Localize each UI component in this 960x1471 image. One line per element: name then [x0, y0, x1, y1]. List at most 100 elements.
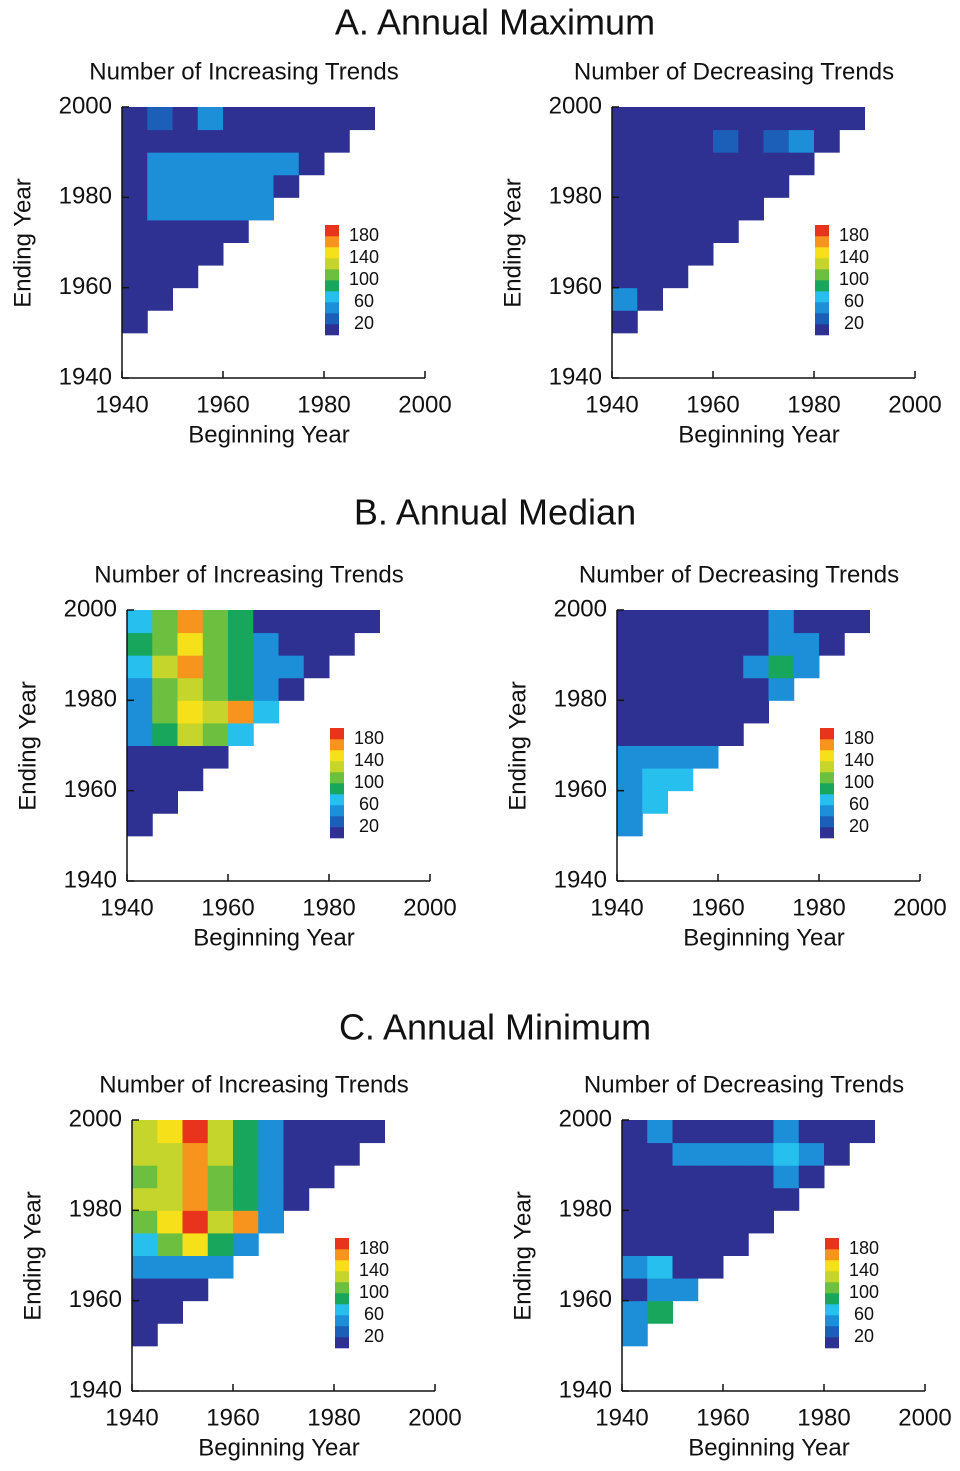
heat-cell: [748, 1120, 774, 1144]
heat-cell: [258, 1142, 284, 1166]
colorbar-swatch: [330, 750, 344, 762]
heat-cell: [157, 1165, 183, 1189]
heat-cell: [798, 1142, 825, 1166]
chart-title: Number of Decreasing Trends: [579, 561, 899, 588]
heat-cell: [122, 174, 148, 198]
heat-cell: [127, 790, 153, 814]
heat-cell: [738, 107, 764, 131]
colorbar-swatch: [815, 280, 829, 292]
colorbar-label: 180: [844, 728, 874, 748]
y-tick-label: 1960: [549, 273, 602, 300]
x-tick-label: 1980: [302, 894, 355, 921]
heat-cell: [637, 197, 663, 221]
heat-cell: [182, 1187, 209, 1211]
heat-cell: [687, 242, 714, 266]
heat-cell: [122, 107, 148, 131]
colorbar-swatch: [325, 236, 339, 248]
colorbar-label: 140: [359, 1260, 389, 1280]
heat-cell: [617, 677, 643, 701]
heat-cell: [642, 655, 668, 679]
heat-cell: [172, 129, 199, 153]
heat-cell: [723, 1120, 749, 1144]
x-tick-label: 2000: [893, 894, 946, 921]
heat-cell: [278, 677, 305, 701]
section-title: A. Annual Maximum: [335, 2, 655, 43]
heat-cell: [793, 632, 820, 656]
colorbar-swatch: [825, 1271, 839, 1283]
heat-cell: [172, 152, 199, 176]
heat-cell: [763, 152, 790, 176]
heat-cell: [197, 107, 224, 131]
colorbar-label: 100: [839, 269, 869, 289]
colorbar-swatch: [815, 302, 829, 314]
heat-cell: [622, 1210, 648, 1234]
colorbar-swatch: [815, 324, 829, 336]
colorbar-swatch: [330, 728, 344, 740]
heat-cell: [697, 1187, 724, 1211]
y-tick-label: 2000: [69, 1105, 122, 1132]
heat-cell: [622, 1232, 648, 1256]
y-axis-label: Ending Year: [504, 681, 531, 810]
heat-cell: [303, 655, 330, 679]
heat-cell: [122, 310, 148, 334]
heat-cell: [738, 174, 764, 198]
heat-cell: [692, 632, 719, 656]
heat-cell: [253, 632, 279, 656]
heat-cell: [132, 1278, 158, 1302]
colorbar-swatch: [335, 1260, 349, 1272]
heat-cell: [258, 1120, 284, 1144]
colorbar-swatch: [820, 783, 834, 795]
heat-cell: [182, 1255, 209, 1279]
section-title: B. Annual Median: [354, 492, 636, 533]
heat-cell: [798, 1120, 825, 1144]
y-axis-label: Ending Year: [9, 178, 36, 307]
heat-cell: [743, 655, 769, 679]
colorbar-swatch: [820, 805, 834, 817]
colorbar-swatch: [335, 1293, 349, 1305]
heat-cell: [849, 1120, 875, 1144]
chart-title: Number of Increasing Trends: [89, 58, 398, 85]
heat-cell: [637, 129, 663, 153]
colorbar-swatch: [825, 1238, 839, 1250]
heat-cell: [773, 1165, 800, 1189]
x-axis-label: Beginning Year: [198, 1434, 359, 1461]
heat-cell: [622, 1187, 648, 1211]
heat-cell: [692, 610, 719, 634]
heat-cell: [617, 768, 643, 792]
heat-cell: [182, 1278, 209, 1302]
x-tick-label: 2000: [898, 1404, 951, 1431]
heat-cell: [207, 1232, 234, 1256]
chart-title: Number of Decreasing Trends: [574, 58, 894, 85]
heat-cell: [647, 1165, 673, 1189]
heat-cell: [258, 1165, 284, 1189]
colorbar-swatch: [325, 324, 339, 336]
heat-cell: [713, 152, 739, 176]
heat-cell: [748, 1210, 774, 1234]
heat-cell: [283, 1120, 310, 1144]
heat-cell: [713, 197, 739, 221]
heat-cell: [122, 197, 148, 221]
x-tick-label: 1940: [595, 1404, 648, 1431]
colorbar-label: 100: [349, 269, 379, 289]
heat-cell: [814, 107, 840, 131]
heat-cell: [132, 1142, 158, 1166]
x-tick-label: 1980: [792, 894, 845, 921]
colorbar-label: 140: [849, 1260, 879, 1280]
heat-cell: [248, 107, 274, 131]
heat-cell: [228, 700, 254, 724]
heat-cell: [202, 700, 229, 724]
heat-cell: [152, 722, 178, 746]
heat-cell: [667, 768, 694, 792]
heat-cell: [248, 174, 274, 198]
x-tick-label: 1940: [590, 894, 643, 921]
heat-cell: [793, 655, 820, 679]
heat-cell: [617, 813, 643, 837]
y-tick-label: 2000: [549, 92, 602, 119]
heat-cell: [147, 287, 173, 311]
heat-cell: [692, 655, 719, 679]
heat-cell: [132, 1232, 158, 1256]
heat-cell: [763, 174, 790, 198]
y-tick-label: 1940: [559, 1376, 612, 1403]
colorbar-swatch: [335, 1337, 349, 1349]
y-tick-label: 1960: [559, 1286, 612, 1313]
